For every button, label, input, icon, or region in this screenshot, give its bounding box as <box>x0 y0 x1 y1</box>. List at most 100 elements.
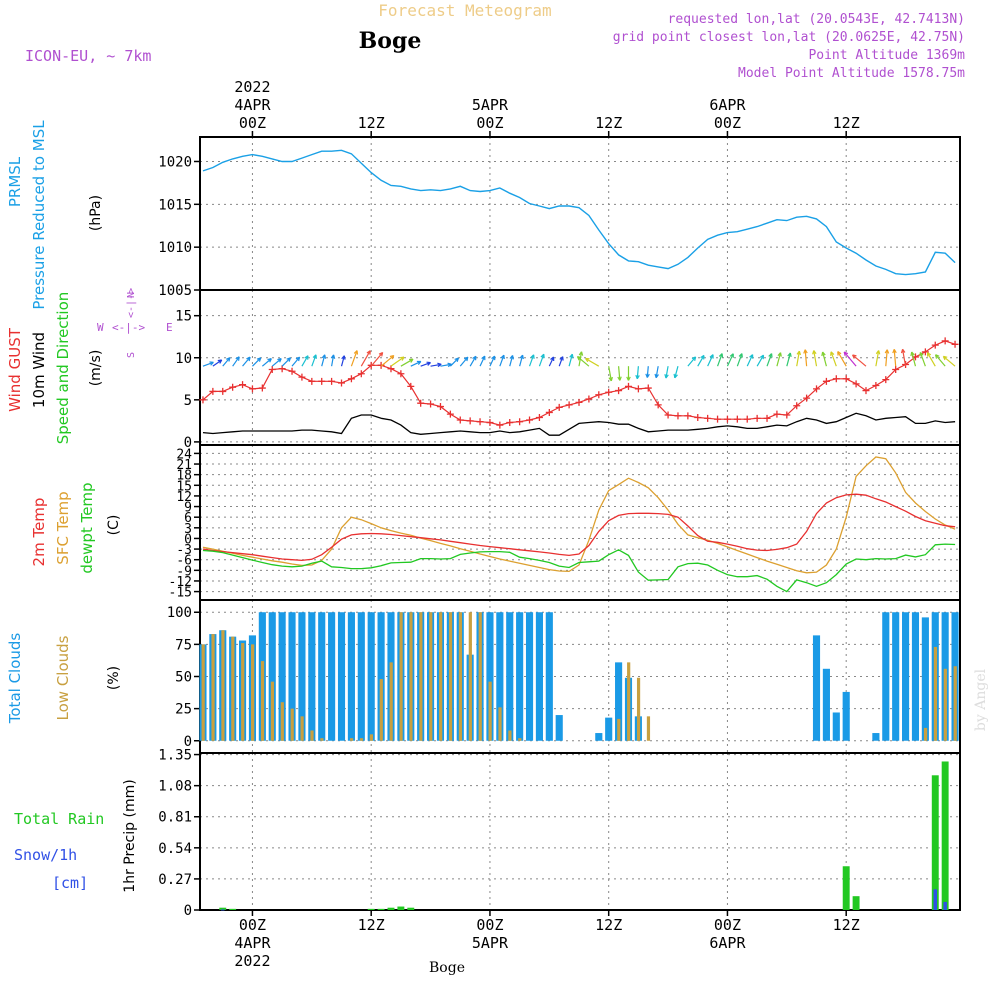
wind-arrow <box>926 352 936 367</box>
y-tick-label: 0.81 <box>158 810 192 826</box>
total-cloud-bar <box>902 612 910 741</box>
low-cloud-bar <box>221 630 225 741</box>
rain-bar <box>842 866 850 910</box>
low-cloud-bar <box>468 612 472 741</box>
wind-arrow-head <box>635 374 640 380</box>
low-cloud-bar <box>359 738 364 741</box>
wind-arrow-head <box>463 356 469 362</box>
wind-arrow-head <box>942 355 948 361</box>
model-name: ICON-EU, ~ 7km <box>25 47 151 65</box>
gust-marker <box>743 415 751 423</box>
gust-marker <box>585 395 593 403</box>
wind-arrow-head <box>366 350 371 355</box>
y-tick-label: 1015 <box>158 197 192 213</box>
gust-marker <box>644 384 652 392</box>
gust-marker <box>882 376 890 384</box>
wind-arrow-head <box>416 360 422 365</box>
label-total-rain: Total Rain <box>14 810 104 828</box>
wind-arrow <box>707 354 714 367</box>
gust-marker <box>199 396 207 404</box>
wind-arrow <box>528 354 535 367</box>
y-tick-label: 9 <box>184 501 192 516</box>
y-tick-label: 24 <box>176 447 192 462</box>
wind-arrow <box>242 356 251 367</box>
wind-arrow <box>212 359 223 367</box>
gust-marker <box>338 379 346 387</box>
low-cloud-bar <box>231 636 235 741</box>
point-altitude: Point Altitude 1369m <box>808 48 965 63</box>
wind-arrow <box>919 352 926 367</box>
total-cloud-bar <box>892 612 900 741</box>
gust-marker <box>714 415 722 423</box>
gust-marker <box>862 387 870 395</box>
low-cloud-bar <box>636 677 641 741</box>
wind-arrow-head <box>796 350 802 356</box>
low-cloud-bar <box>478 612 482 741</box>
low-cloud-bar <box>211 634 215 741</box>
total-cloud-bar <box>357 612 365 741</box>
total-cloud-bar <box>516 612 524 741</box>
label-2m-temp: 2m Temp <box>30 498 48 567</box>
label-dewpt-temp: dewpt Temp <box>78 482 96 573</box>
label-pressure-msl: Pressure Reduced to MSL <box>30 120 48 310</box>
low-cloud-bar <box>389 662 393 741</box>
gust-marker <box>407 382 415 390</box>
wind-arrow <box>893 349 897 367</box>
wind-arrow-head <box>569 353 574 359</box>
gust-marker <box>931 341 939 349</box>
low-cloud-bar <box>953 666 957 741</box>
gridpoint-coords: grid point closest lon,lat (20.0625E, 42… <box>613 30 965 45</box>
ylabel-precip: 1hr Precip (mm) <box>122 779 138 892</box>
gust-marker <box>347 375 355 383</box>
low-cloud-bar <box>646 716 651 741</box>
wind-arrow-head <box>626 376 631 381</box>
sfc-temp-line <box>202 456 956 574</box>
time-label-top: 6APR <box>709 96 746 114</box>
compass-ew-arrow: <-|-> <box>112 321 145 334</box>
wind-arrow <box>942 355 956 367</box>
total-cloud-bar <box>911 612 920 741</box>
y-tick-label: 21 <box>176 458 192 473</box>
wind-arrow <box>608 366 612 382</box>
compass-west: W <box>97 321 104 334</box>
wind-arrow <box>813 350 818 367</box>
y-tick-label: 0 <box>184 532 192 547</box>
wind-arrow <box>901 349 907 367</box>
time-label-bottom: 5APR <box>472 934 509 952</box>
gust-marker <box>921 348 929 356</box>
wind-arrow-head <box>321 354 327 359</box>
low-cloud-bar <box>280 702 284 741</box>
panel-frame <box>199 752 961 911</box>
wind-arrow-head <box>256 357 262 362</box>
wind-arrow-head <box>540 353 545 359</box>
time-label-top: 00Z <box>239 114 266 132</box>
gust-marker <box>486 419 494 427</box>
wind-arrow <box>261 358 272 367</box>
time-label-bottom: 12Z <box>595 916 622 934</box>
low-cloud-bar <box>518 738 522 741</box>
wind-arrow <box>830 351 837 367</box>
wind-arrow <box>440 363 452 367</box>
gust-marker <box>239 381 247 389</box>
total-cloud-bar <box>882 612 890 741</box>
wind-arrow <box>420 362 431 367</box>
wind-arrow <box>311 354 317 367</box>
label-speed-direction: Speed and Direction <box>54 292 72 445</box>
wind-arrow <box>716 353 723 367</box>
wind-arrow-head <box>437 362 442 368</box>
wind-arrow-head <box>267 358 272 363</box>
rain-bar <box>387 907 395 910</box>
low-cloud-bar <box>429 612 433 741</box>
wind-arrow <box>202 361 214 367</box>
wind-arrow-head <box>821 351 826 357</box>
gust-marker <box>575 398 583 406</box>
low-cloud-bar <box>201 644 205 741</box>
model-altitude: Model Point Altitude 1578.75m <box>738 66 965 81</box>
wind-arrow <box>469 355 477 367</box>
time-label-top: 4APR <box>234 96 271 114</box>
y-tick-label: 0.54 <box>158 841 192 857</box>
y-tick-label: 75 <box>175 637 192 653</box>
wind-arrow <box>331 354 335 367</box>
gust-marker <box>704 414 712 422</box>
wind-arrow <box>756 354 765 367</box>
